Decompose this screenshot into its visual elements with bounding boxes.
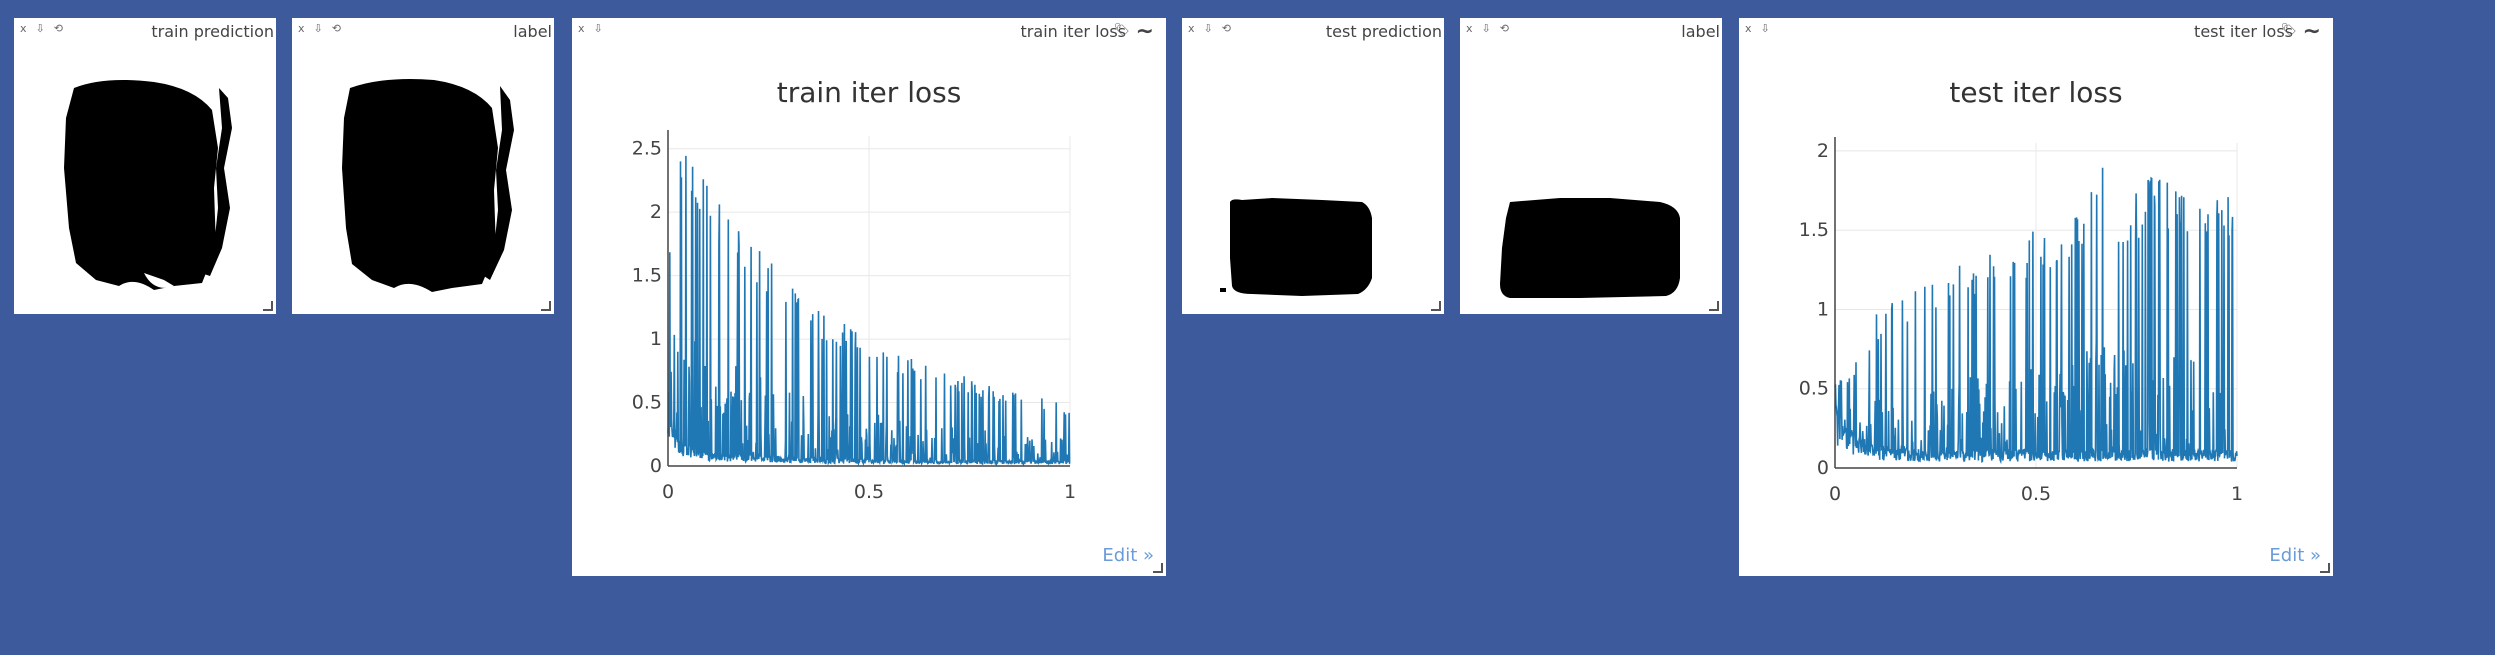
download-icon[interactable]: ⇩: [1203, 22, 1213, 35]
close-icon[interactable]: x: [1745, 22, 1752, 35]
resize-handle-icon[interactable]: [1153, 563, 1163, 573]
pane-toolbar: x ⇩ ⟲ label: [292, 18, 554, 41]
pane-title: train iter loss: [1020, 22, 1126, 41]
tag-icon[interactable]: 🏷: [1113, 23, 1130, 38]
x-tick-label: 0.5: [854, 481, 884, 503]
x-tick-label: 1: [1064, 481, 1076, 503]
close-icon[interactable]: x: [578, 22, 585, 35]
train-label-pane: x ⇩ ⟲ label: [292, 18, 554, 314]
reset-icon[interactable]: ⟲: [1499, 22, 1509, 35]
pane-title: test iter loss: [2194, 22, 2293, 41]
reset-icon[interactable]: ⟲: [53, 22, 63, 35]
train-loss-pane: x ⇩ train iter loss 🏷 ∼ train iter loss 0…: [572, 18, 1166, 576]
pane-title: train prediction: [151, 22, 274, 41]
close-icon[interactable]: x: [1466, 22, 1473, 35]
test-label-mask-image: [1500, 198, 1680, 298]
smooth-wave-icon[interactable]: ∼: [2302, 19, 2321, 44]
reset-icon[interactable]: ⟲: [331, 22, 341, 35]
x-tick-label: 1: [2231, 483, 2243, 505]
loss-series-line: [667, 155, 1071, 467]
test-prediction-pane: x ⇩ ⟲ test prediction: [1182, 18, 1444, 314]
pane-toolbar: x ⇩ test iter loss 🏷 ∼: [1739, 18, 2333, 44]
x-tick-label: 0.5: [2021, 483, 2051, 505]
download-icon[interactable]: ⇩: [1760, 22, 1770, 35]
y-tick-label: 0: [1817, 457, 1829, 479]
y-tick-label: 1.5: [632, 265, 662, 287]
test-label-pane: x ⇩ ⟲ label: [1460, 18, 1722, 314]
y-tick-label: 0: [650, 455, 662, 477]
reset-icon[interactable]: ⟲: [1221, 22, 1231, 35]
y-tick-label: 2.5: [632, 138, 662, 160]
resize-handle-icon[interactable]: [1431, 301, 1441, 311]
train-prediction-pane: x ⇩ ⟲ train prediction: [14, 18, 276, 314]
tag-icon[interactable]: 🏷: [2280, 23, 2297, 38]
chart-title: test iter loss: [1949, 76, 2123, 109]
train-prediction-mask-image: [64, 80, 232, 290]
pane-title: label: [513, 22, 552, 41]
close-icon[interactable]: x: [1188, 22, 1195, 35]
pane-title: label: [1681, 22, 1720, 41]
resize-handle-icon[interactable]: [263, 301, 273, 311]
pane-toolbar: x ⇩ ⟲ label: [1460, 18, 1722, 41]
pane-toolbar: x ⇩ train iter loss 🏷 ∼: [572, 18, 1166, 44]
y-tick-label: 1: [650, 328, 662, 350]
pane-title: test prediction: [1325, 22, 1442, 41]
y-tick-label: 0.5: [1799, 378, 1829, 400]
close-icon[interactable]: x: [298, 22, 305, 35]
loss-series-line: [1834, 167, 2238, 465]
y-tick-label: 2: [1817, 140, 1829, 162]
download-icon[interactable]: ⇩: [35, 22, 45, 35]
test-loss-pane: x ⇩ test iter loss 🏷 ∼ test iter loss 0 0.…: [1739, 18, 2333, 576]
test-loss-plot[interactable]: 0 0.5 1 1.5 2 0 0.5 1: [1739, 18, 2333, 576]
pane-toolbar: x ⇩ ⟲ train prediction: [14, 18, 276, 41]
edit-link[interactable]: Edit »: [2269, 545, 2321, 566]
y-tick-label: 2: [650, 201, 662, 223]
train-label-mask-image: [342, 79, 514, 292]
resize-handle-icon[interactable]: [1709, 301, 1719, 311]
y-tick-label: 0.5: [632, 392, 662, 414]
x-tick-label: 0: [1829, 483, 1841, 505]
download-icon[interactable]: ⇩: [593, 22, 603, 35]
resize-handle-icon[interactable]: [541, 301, 551, 311]
train-loss-plot[interactable]: 0 0.5 1 1.5 2 2.5 0 0.5 1: [572, 18, 1166, 576]
test-prediction-mask-image: [1220, 198, 1372, 296]
close-icon[interactable]: x: [20, 22, 27, 35]
y-tick-label: 1: [1817, 298, 1829, 320]
download-icon[interactable]: ⇩: [313, 22, 323, 35]
pane-toolbar: x ⇩ ⟲ test prediction: [1182, 18, 1444, 41]
edit-link[interactable]: Edit »: [1102, 545, 1154, 566]
y-tick-label: 1.5: [1799, 219, 1829, 241]
download-icon[interactable]: ⇩: [1481, 22, 1491, 35]
resize-handle-icon[interactable]: [2320, 563, 2330, 573]
x-tick-label: 0: [662, 481, 674, 503]
chart-title: train iter loss: [776, 76, 962, 109]
smooth-wave-icon[interactable]: ∼: [1135, 19, 1154, 44]
